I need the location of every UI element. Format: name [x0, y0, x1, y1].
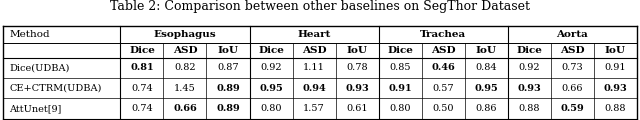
Text: Aorta: Aorta: [556, 30, 588, 39]
Text: 0.84: 0.84: [476, 63, 497, 72]
Text: Esophagus: Esophagus: [154, 30, 216, 39]
Text: 0.80: 0.80: [389, 104, 411, 113]
Text: 0.85: 0.85: [389, 63, 411, 72]
Text: Trachea: Trachea: [420, 30, 466, 39]
Text: 0.93: 0.93: [604, 84, 627, 93]
Text: 1.45: 1.45: [174, 84, 196, 93]
Text: 0.86: 0.86: [476, 104, 497, 113]
Text: IoU: IoU: [347, 46, 367, 55]
Text: IoU: IoU: [605, 46, 626, 55]
Text: 0.91: 0.91: [388, 84, 412, 93]
Text: 0.93: 0.93: [345, 84, 369, 93]
Text: 0.73: 0.73: [561, 63, 583, 72]
Text: ASD: ASD: [431, 46, 456, 55]
Text: Dice(UDBA): Dice(UDBA): [10, 63, 70, 72]
Text: 0.74: 0.74: [131, 84, 153, 93]
Text: 0.74: 0.74: [131, 104, 153, 113]
Text: 0.95: 0.95: [474, 84, 498, 93]
Text: 1.11: 1.11: [303, 63, 325, 72]
Text: 0.50: 0.50: [433, 104, 454, 113]
Text: 0.78: 0.78: [346, 63, 368, 72]
Text: 0.46: 0.46: [431, 63, 455, 72]
Text: ASD: ASD: [301, 46, 326, 55]
Text: CE+CTRM(UDBA): CE+CTRM(UDBA): [10, 84, 102, 93]
Text: 1.57: 1.57: [303, 104, 325, 113]
Text: 0.88: 0.88: [605, 104, 626, 113]
Text: 0.88: 0.88: [518, 104, 540, 113]
Text: Heart: Heart: [298, 30, 331, 39]
Text: 0.92: 0.92: [518, 63, 540, 72]
Text: Dice: Dice: [129, 46, 155, 55]
Text: Method: Method: [10, 30, 50, 39]
Text: 0.82: 0.82: [174, 63, 196, 72]
Text: ASD: ASD: [173, 46, 197, 55]
Text: 0.66: 0.66: [173, 104, 197, 113]
Text: 0.66: 0.66: [561, 84, 583, 93]
Text: 0.81: 0.81: [130, 63, 154, 72]
Text: 0.61: 0.61: [346, 104, 368, 113]
Text: Dice: Dice: [258, 46, 284, 55]
Text: 0.87: 0.87: [217, 63, 239, 72]
Text: IoU: IoU: [218, 46, 239, 55]
Text: 0.80: 0.80: [260, 104, 282, 113]
Text: IoU: IoU: [476, 46, 497, 55]
Text: Dice: Dice: [387, 46, 413, 55]
Text: 0.94: 0.94: [302, 84, 326, 93]
Text: 0.89: 0.89: [216, 104, 240, 113]
Text: 0.91: 0.91: [604, 63, 626, 72]
Text: 0.89: 0.89: [216, 84, 240, 93]
Text: 0.92: 0.92: [260, 63, 282, 72]
Text: Table 2: Comparison between other baselines on SegThor Dataset: Table 2: Comparison between other baseli…: [110, 0, 530, 13]
Text: 0.59: 0.59: [561, 104, 584, 113]
Text: AttUnet[9]: AttUnet[9]: [10, 104, 62, 113]
Text: ASD: ASD: [560, 46, 584, 55]
Text: 0.95: 0.95: [259, 84, 283, 93]
Text: 0.93: 0.93: [517, 84, 541, 93]
Text: Dice: Dice: [516, 46, 542, 55]
Text: 0.57: 0.57: [433, 84, 454, 93]
